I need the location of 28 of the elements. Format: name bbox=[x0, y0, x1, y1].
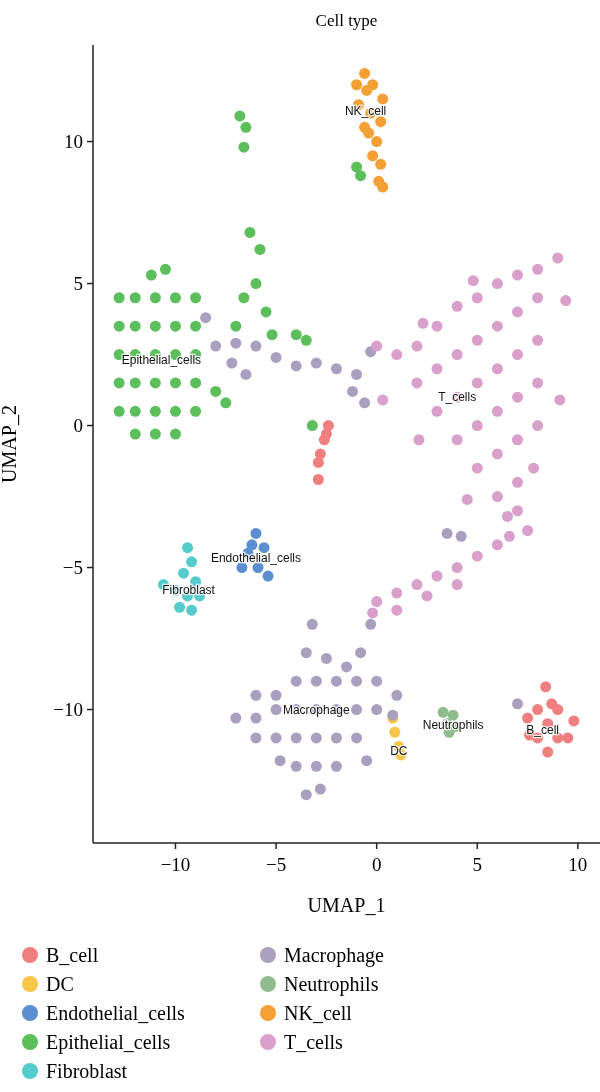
x-tick-label: 5 bbox=[472, 854, 483, 875]
y-axis-title: UMAP_2 bbox=[0, 405, 20, 483]
y-tick-label: 0 bbox=[73, 415, 83, 437]
legend-label: Epithelial_cells bbox=[46, 1031, 171, 1054]
annotation: T_cells bbox=[438, 390, 477, 405]
y-tick-label: −10 bbox=[53, 699, 83, 721]
x-axis-title: UMAP_1 bbox=[307, 894, 386, 916]
x-tick-label: −5 bbox=[265, 854, 287, 875]
annotation: Epithelial_cells bbox=[121, 353, 202, 368]
x-tick-label: −10 bbox=[160, 854, 191, 875]
y-tick-label: −5 bbox=[62, 557, 83, 579]
x-tick-label: 10 bbox=[568, 854, 588, 875]
legend-label: Endothelial_cells bbox=[46, 1002, 186, 1024]
chart-title: Cell type bbox=[315, 11, 378, 30]
legend-label: NK_cell bbox=[284, 1002, 353, 1024]
legend-label: B_cell bbox=[46, 944, 99, 966]
y-tick-label: 5 bbox=[73, 273, 83, 295]
legend-label: Macrophage bbox=[284, 944, 385, 967]
annotation: B_cell bbox=[526, 722, 559, 737]
annotation: Endothelial_cells bbox=[210, 550, 301, 565]
legend-label: T_cells bbox=[284, 1031, 344, 1053]
legend-label: Fibroblast bbox=[46, 1060, 128, 1082]
x-tick-label: 0 bbox=[371, 854, 382, 875]
annotation: Neutrophils bbox=[422, 718, 484, 733]
legend-label: Neutrophils bbox=[284, 973, 379, 996]
y-tick-label: 10 bbox=[64, 131, 83, 153]
legend-label: DC bbox=[46, 973, 74, 995]
annotation: Macrophage bbox=[282, 702, 350, 717]
